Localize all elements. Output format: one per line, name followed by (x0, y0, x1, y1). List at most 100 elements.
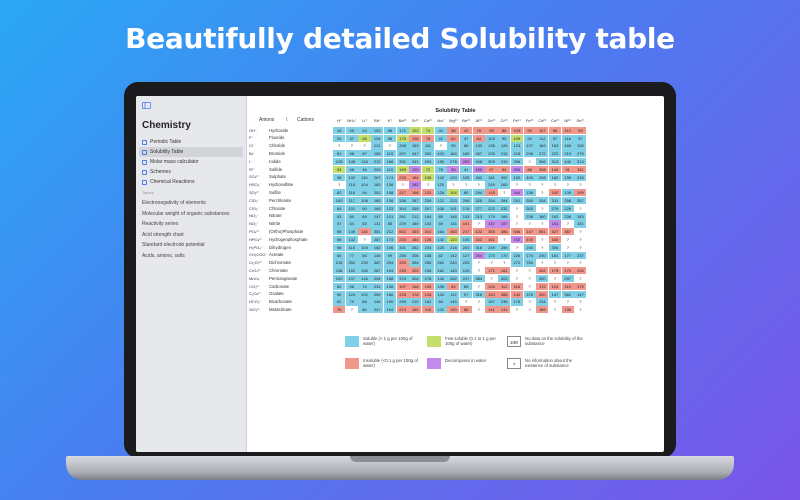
solubility-cell[interactable]: 126 (409, 134, 422, 142)
solubility-cell[interactable]: 112 (447, 290, 460, 298)
solubility-cell[interactable]: 387 (371, 259, 384, 267)
solubility-cell[interactable]: 136 (421, 235, 435, 244)
solubility-cell[interactable]: 263 (460, 157, 473, 166)
solubility-cell[interactable]: 326 (409, 274, 422, 283)
solubility-cell[interactable]: 267 (371, 235, 384, 244)
solubility-cell[interactable]: 234 (421, 243, 435, 251)
solubility-cell[interactable]: 306 (510, 157, 523, 166)
solubility-cell[interactable]: 162 (536, 142, 549, 150)
solubility-cell[interactable]: 392 (498, 173, 511, 181)
solubility-cell[interactable]: 376 (523, 290, 536, 298)
solubility-cell[interactable]: 135 (561, 306, 574, 314)
solubility-cell[interactable]: ? (510, 306, 523, 314)
solubility-cell[interactable]: ? (460, 298, 473, 306)
solubility-cell[interactable]: 120 (421, 189, 435, 197)
solubility-cell[interactable]: ? (574, 204, 587, 212)
solubility-cell[interactable]: 362 (561, 290, 574, 298)
solubility-cell[interactable]: 147 (574, 290, 587, 298)
solubility-cell[interactable]: 277 (472, 204, 485, 212)
sidebar-item-chemical-reactions[interactable]: Chemical Reactions (139, 177, 243, 187)
solubility-cell[interactable]: 165 (371, 150, 384, 158)
solubility-cell[interactable]: 279 (574, 150, 587, 158)
solubility-cell[interactable]: 217 (396, 189, 409, 197)
solubility-cell[interactable]: ? (510, 212, 523, 220)
solubility-cell[interactable]: 79 (345, 298, 358, 306)
solubility-cell[interactable]: 89 (460, 189, 473, 197)
solubility-cell[interactable]: 255 (396, 251, 409, 259)
solubility-cell[interactable]: ? (536, 259, 549, 267)
solubility-cell[interactable]: 119 (383, 150, 396, 158)
solubility-cell[interactable]: ? (485, 259, 498, 267)
solubility-cell[interactable]: ? (574, 235, 587, 244)
solubility-cell[interactable]: ? (510, 274, 523, 283)
solubility-cell[interactable]: 145 (371, 251, 384, 259)
solubility-cell[interactable]: 101 (345, 204, 358, 212)
solubility-cell[interactable]: 105 (460, 173, 473, 181)
solubility-cell[interactable]: 128 (421, 290, 435, 298)
solubility-cell[interactable]: 252 (345, 259, 358, 267)
solubility-cell[interactable]: 168 (409, 189, 422, 197)
solubility-cell[interactable]: 124 (548, 282, 562, 290)
solubility-cell[interactable]: 116 (345, 189, 358, 197)
solubility-cell[interactable]: 103 (485, 134, 498, 142)
solubility-cell[interactable]: 99 (383, 251, 396, 259)
solubility-cell[interactable]: 97 (574, 134, 587, 142)
solubility-cell[interactable]: 184 (409, 235, 422, 244)
solubility-cell[interactable]: 234 (574, 267, 587, 275)
solubility-cell[interactable]: 204 (371, 274, 384, 283)
solubility-cell[interactable]: 134 (358, 157, 371, 166)
solubility-cell[interactable]: ? (345, 306, 358, 314)
solubility-cell[interactable]: 26 (358, 134, 371, 142)
solubility-cell[interactable]: 351 (371, 228, 384, 236)
solubility-cell[interactable]: 240 (447, 259, 460, 267)
solubility-cell[interactable]: 140 (447, 267, 460, 275)
solubility-cell[interactable]: 219 (561, 150, 574, 158)
solubility-cell[interactable]: 120 (447, 173, 460, 181)
solubility-cell[interactable]: 231 (371, 282, 384, 290)
solubility-cell[interactable]: 142 (447, 251, 460, 259)
solubility-cell[interactable]: 122 (434, 306, 447, 314)
solubility-cell[interactable]: 136 (485, 142, 498, 150)
solubility-cell[interactable]: 183 (574, 212, 587, 220)
solubility-cell[interactable]: 82 (434, 251, 447, 259)
solubility-cell[interactable]: 148 (409, 282, 422, 290)
solubility-cell[interactable]: 85 (383, 220, 396, 228)
solubility-cell[interactable]: ? (561, 181, 574, 189)
solubility-cell[interactable]: 194 (383, 267, 396, 275)
solubility-cell[interactable]: ? (523, 306, 536, 314)
solubility-cell[interactable]: 103 (434, 150, 447, 158)
solubility-cell[interactable]: 200 (421, 150, 435, 158)
solubility-cell[interactable]: 119 (561, 282, 574, 290)
solubility-cell[interactable]: 152 (345, 267, 358, 275)
solubility-cell[interactable]: ? (574, 259, 587, 267)
solubility-cell[interactable]: ? (523, 274, 536, 283)
solubility-cell[interactable]: 157 (498, 220, 511, 228)
solubility-cell[interactable]: 176 (409, 290, 422, 298)
solubility-cell[interactable]: 98 (548, 126, 562, 134)
solubility-cell[interactable]: 104 (358, 243, 371, 251)
solubility-cell[interactable]: 85 (434, 212, 447, 220)
solubility-cell[interactable]: ? (396, 181, 409, 189)
solubility-cell[interactable]: 149 (345, 228, 358, 236)
solubility-cell[interactable]: 112 (498, 282, 511, 290)
solubility-cell[interactable]: 191 (447, 204, 460, 212)
solubility-cell[interactable]: 261 (396, 212, 409, 220)
solubility-cell[interactable]: 145 (485, 189, 498, 197)
solubility-cell[interactable]: 104 (371, 134, 384, 142)
solubility-cell[interactable]: 159 (409, 142, 422, 150)
solubility-cell[interactable]: ? (358, 235, 371, 244)
solubility-cell[interactable]: 111 (421, 142, 435, 150)
solubility-cell[interactable]: ? (510, 181, 523, 189)
solubility-cell[interactable]: ? (472, 267, 485, 275)
solubility-cell[interactable]: ? (358, 142, 371, 150)
solubility-cell[interactable]: 24 (358, 126, 371, 134)
solubility-cell[interactable]: 84 (434, 298, 447, 306)
solubility-cell[interactable]: 217 (460, 228, 473, 236)
solubility-cell[interactable]: 151 (574, 165, 587, 173)
solubility-cell[interactable]: 139 (561, 189, 574, 197)
solubility-cell[interactable]: ? (574, 306, 587, 314)
solubility-cell[interactable]: 124 (345, 290, 358, 298)
solubility-cell[interactable]: 72 (421, 165, 435, 173)
solubility-cell[interactable]: 166 (383, 290, 396, 298)
solubility-cell[interactable]: 87 (358, 150, 371, 158)
